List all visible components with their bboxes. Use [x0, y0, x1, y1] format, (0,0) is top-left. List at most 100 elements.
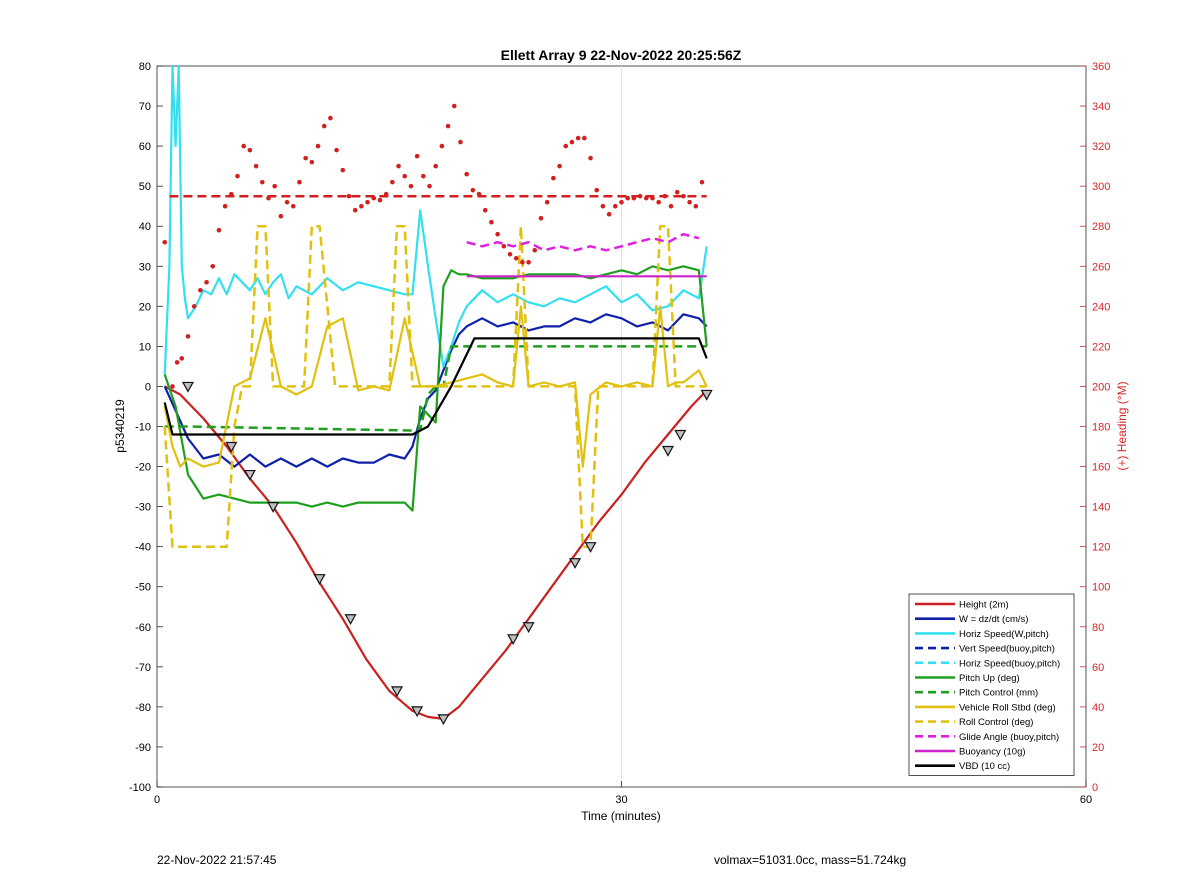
y2-tick-label: 300: [1092, 181, 1110, 193]
legend: Height (2m) W = dz/dt (cm/s) Horiz Speed(W…: [908, 593, 1075, 776]
heading-point: [390, 179, 395, 185]
legend-entry: W = dz/dt (cm/s): [959, 614, 1028, 625]
height-marker: [313, 574, 326, 585]
y2-tick-label: 0: [1092, 782, 1098, 794]
height-marker: [522, 622, 535, 634]
y2-tick-label: 160: [1092, 462, 1110, 474]
y-tick-label: -30: [135, 502, 151, 514]
y-tick-label: 40: [139, 221, 151, 233]
series-roll-control-deg: [163, 224, 707, 548]
y-axis-label: p5340219: [113, 399, 127, 453]
y-tick-label: -50: [135, 582, 151, 594]
heading-point: [544, 199, 550, 205]
heading-point: [297, 179, 302, 185]
heading-point: [458, 139, 463, 145]
heading-point: [174, 360, 180, 365]
heading-point: [162, 239, 168, 245]
y-tick-label: 20: [139, 301, 151, 313]
heading-point: [520, 259, 525, 265]
height-marker: [584, 542, 597, 553]
height-marker: [507, 634, 520, 646]
legend-entry: VBD (10 cc): [959, 761, 1010, 772]
heading-point: [600, 203, 606, 209]
legend-entry: Buoyancy (10g): [959, 747, 1026, 758]
y2-tick-label: 100: [1092, 582, 1110, 594]
heading-point: [439, 143, 445, 149]
y2-tick-label: 260: [1092, 261, 1110, 273]
heading-point: [340, 167, 346, 173]
heading-point: [606, 211, 612, 217]
x-tick-label: 0: [154, 794, 160, 806]
heading-point: [365, 199, 370, 205]
heading-point: [594, 187, 600, 193]
legend-entry: Pitch Up (deg): [959, 673, 1020, 684]
x-tick-label: 30: [615, 794, 627, 806]
y2-axis-label: (+) Heading (°M): [1115, 381, 1129, 470]
heading-point: [315, 143, 321, 149]
heading-point: [656, 199, 661, 205]
heading-point: [216, 227, 222, 233]
y2-tick-label: 320: [1092, 141, 1110, 153]
heading-point: [377, 197, 383, 203]
y2-tick-label: 340: [1092, 101, 1110, 113]
height-marker: [344, 614, 357, 626]
heading-point: [309, 159, 315, 165]
heading-point: [278, 213, 284, 219]
heading-point: [396, 163, 401, 169]
y2-tick-label: 20: [1092, 742, 1104, 754]
footer-timestamp: 22-Nov-2022 21:57:45: [157, 853, 277, 867]
y-tick-label: 60: [139, 141, 151, 153]
heading-point: [699, 179, 705, 185]
y-tick-label: 0: [145, 381, 151, 393]
heading-point: [247, 147, 253, 153]
y2-tick-label: 80: [1092, 622, 1104, 634]
heading-point: [414, 153, 420, 159]
y2-tick-label: 60: [1092, 662, 1104, 674]
height-marker: [661, 445, 674, 457]
height-marker: [243, 469, 256, 481]
heading-point: [303, 155, 308, 161]
heading-point: [272, 183, 277, 189]
heading-point: [433, 163, 439, 169]
y2-tick-label: 140: [1092, 502, 1110, 514]
legend-entry: Vert Speed(buoy,pitch): [959, 644, 1055, 655]
heading-point: [674, 189, 680, 195]
y-tick-label: -10: [135, 422, 151, 434]
height-marker: [569, 558, 582, 569]
heading-point: [551, 175, 556, 181]
height-marker: [674, 429, 687, 441]
heading-point: [470, 187, 476, 193]
heading-point: [346, 193, 352, 199]
heading-point: [464, 171, 469, 177]
heading-point: [582, 135, 587, 141]
y2-tick-label: 360: [1092, 61, 1110, 73]
y-tick-label: -70: [135, 662, 151, 674]
y-tick-label: 50: [139, 181, 151, 193]
footer-volmax-mass: volmax=51031.0cc, mass=51.724kg: [714, 853, 907, 867]
heading-point: [241, 143, 247, 149]
y-tick-label: 70: [139, 101, 151, 113]
ticks-layer: 0 30 60-100-90-80-70-60-50-40-30-20-100102…: [129, 61, 1110, 806]
heading-point: [619, 199, 624, 205]
height-marker: [437, 714, 450, 726]
height-marker: [267, 502, 280, 513]
heading-point: [253, 163, 259, 169]
heading-point: [222, 203, 228, 209]
heading-point: [563, 143, 569, 149]
heading-point: [179, 356, 185, 361]
y2-tick-label: 120: [1092, 542, 1110, 554]
heading-point: [321, 123, 327, 129]
y2-tick-label: 280: [1092, 221, 1110, 233]
heading-point: [557, 163, 562, 169]
heading-point: [687, 199, 692, 205]
series-glide-angle-buoy-pitch: [466, 232, 700, 252]
heading-point: [235, 173, 240, 179]
heading-point: [588, 155, 593, 161]
heading-point: [482, 207, 488, 213]
heading-point: [613, 203, 618, 209]
height-marker: [181, 381, 194, 393]
heading-point: [489, 219, 494, 225]
series-vehicle-roll-stbd-deg: [163, 305, 708, 468]
legend-entry: Glide Angle (buoy,pitch): [959, 732, 1059, 743]
legend-box: [908, 593, 1075, 776]
